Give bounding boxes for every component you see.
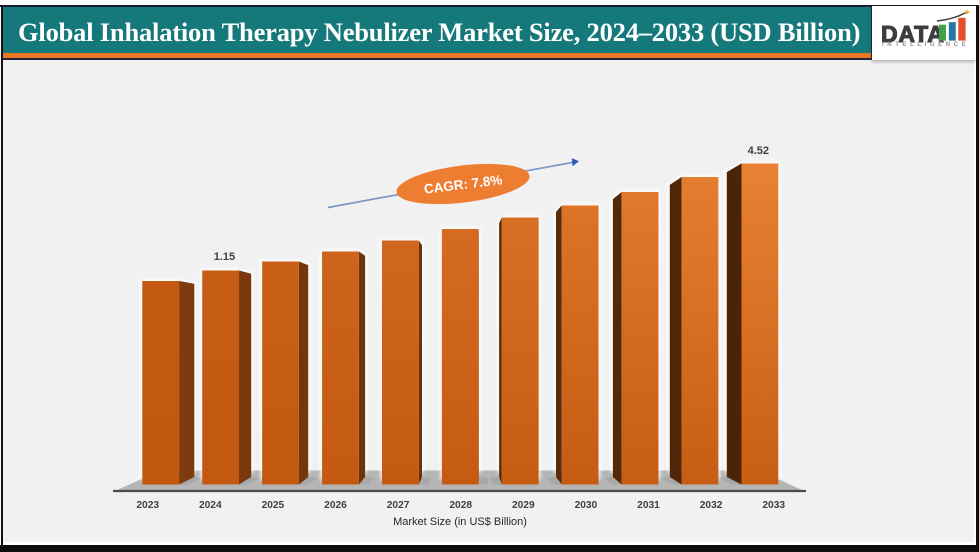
svg-text:1.15: 1.15	[214, 251, 235, 263]
svg-text:2033: 2033	[762, 500, 785, 511]
svg-text:2031: 2031	[637, 500, 660, 511]
svg-text:Market Size (in US$ Billion): Market Size (in US$ Billion)	[393, 516, 527, 528]
svg-text:2032: 2032	[700, 500, 723, 511]
svg-text:2023: 2023	[136, 500, 159, 511]
svg-text:2029: 2029	[512, 500, 535, 511]
svg-text:2026: 2026	[324, 500, 347, 511]
svg-text:2030: 2030	[575, 500, 598, 511]
svg-text:2025: 2025	[262, 500, 285, 511]
svg-text:2028: 2028	[449, 500, 472, 511]
svg-text:2024: 2024	[199, 500, 222, 511]
svg-text:2027: 2027	[387, 500, 410, 511]
svg-text:4.52: 4.52	[748, 145, 769, 157]
